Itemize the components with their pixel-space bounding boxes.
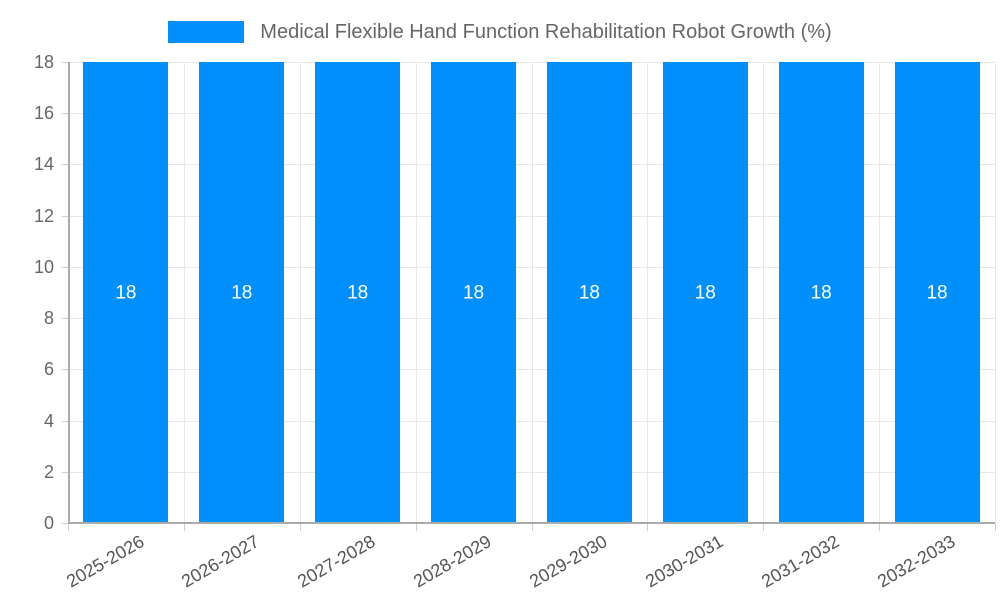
x-axis-tick xyxy=(995,524,996,531)
x-axis-tick-label: 2025-2026 xyxy=(62,531,148,592)
bar-value-label: 18 xyxy=(810,282,832,303)
y-axis-tick-label: 2 xyxy=(43,461,54,482)
legend-swatch-icon xyxy=(168,21,245,43)
y-axis-tick xyxy=(62,113,68,115)
gridline-vertical xyxy=(415,62,417,523)
y-axis-tick-label: 8 xyxy=(43,308,54,329)
gridline-vertical xyxy=(299,62,301,523)
x-axis-tick-label: 2026-2027 xyxy=(178,531,263,592)
gridline-vertical xyxy=(647,62,649,523)
bar-value-label: 18 xyxy=(694,282,716,303)
x-axis-tick xyxy=(68,524,69,531)
y-axis-tick xyxy=(62,471,68,473)
y-axis-tick xyxy=(62,420,68,422)
bar[interactable]: 18 xyxy=(778,62,864,523)
bar-value-label: 18 xyxy=(115,282,137,303)
bar[interactable]: 18 xyxy=(199,62,285,523)
y-axis-tick xyxy=(62,62,68,63)
plot-area: 18 18 18 18 18 18 18 18 xyxy=(68,62,996,524)
gridline-vertical xyxy=(531,62,533,523)
y-axis-tick xyxy=(62,215,68,217)
x-axis-tick xyxy=(299,524,301,531)
y-axis-tick xyxy=(62,266,68,268)
gridline-vertical xyxy=(879,62,881,523)
x-axis-tick xyxy=(879,524,881,531)
y-axis-tick-label: 18 xyxy=(33,52,54,72)
x-axis-line xyxy=(68,522,995,524)
chart-legend: Medical Flexible Hand Function Rehabilit… xyxy=(0,16,1000,48)
y-axis-tick-label: 16 xyxy=(33,103,54,124)
bar-value-label: 18 xyxy=(926,282,948,303)
bar[interactable]: 18 xyxy=(662,62,748,523)
bar-value-label: 18 xyxy=(231,282,253,303)
y-axis-tick xyxy=(62,369,68,371)
gridline-vertical xyxy=(995,62,996,523)
x-axis-tick-label: 2027-2028 xyxy=(294,531,379,592)
x-axis-tick-label: 2029-2030 xyxy=(526,531,611,592)
bar-value-label: 18 xyxy=(462,282,485,303)
bar[interactable]: 18 xyxy=(315,62,401,523)
gridline-vertical xyxy=(763,62,765,523)
x-axis-tick-label: 2028-2029 xyxy=(410,531,495,592)
bar-value-label: 18 xyxy=(347,282,369,303)
bar-value-label: 18 xyxy=(578,282,600,303)
y-axis-line xyxy=(68,62,70,524)
x-axis-tick xyxy=(415,524,417,531)
gridline-vertical xyxy=(183,62,185,523)
x-axis-tick xyxy=(531,524,533,531)
legend-item-label: Medical Flexible Hand Function Rehabilit… xyxy=(260,21,832,43)
y-axis-tick xyxy=(62,318,68,320)
bar[interactable]: 18 xyxy=(83,62,169,523)
x-axis-tick-label: 2032-2033 xyxy=(873,531,959,592)
y-axis-tick-label: 0 xyxy=(43,513,54,533)
x-axis-tick xyxy=(647,524,649,531)
x-axis-tick xyxy=(183,524,185,531)
y-axis-tick-label: 4 xyxy=(43,410,54,431)
y-axis-tick xyxy=(62,523,68,524)
x-axis-tick-label: 2031-2032 xyxy=(757,531,843,592)
bar[interactable]: 18 xyxy=(431,62,517,523)
y-axis-tick-label: 10 xyxy=(33,256,54,277)
bar[interactable]: 18 xyxy=(894,62,980,523)
y-axis-tick-label: 12 xyxy=(33,205,54,226)
bar[interactable]: 18 xyxy=(546,62,632,523)
y-axis-tick-label: 14 xyxy=(33,154,54,175)
y-axis-tick xyxy=(62,164,68,166)
x-axis-tick xyxy=(763,524,765,531)
y-axis-tick-label: 6 xyxy=(43,359,54,380)
legend-item-series-1[interactable]: Medical Flexible Hand Function Rehabilit… xyxy=(168,21,832,43)
x-axis-tick-label: 2030-2031 xyxy=(641,531,727,592)
